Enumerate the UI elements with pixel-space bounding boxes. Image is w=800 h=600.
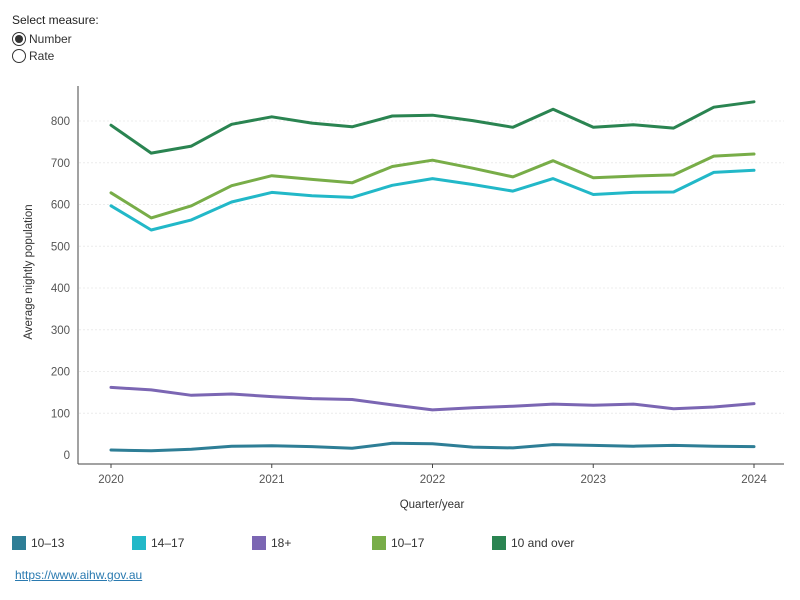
- y-tick-label: 300: [51, 325, 70, 337]
- series-line-3: [109, 152, 756, 220]
- legend: 10–13 14–17 18+ 10–17 10 and over: [12, 536, 792, 554]
- y-tick-label: 700: [51, 158, 70, 170]
- source-link[interactable]: https://www.aihw.gov.au: [15, 568, 143, 582]
- y-tick-label: 100: [51, 408, 70, 420]
- legend-label: 18+: [271, 536, 292, 550]
- x-tick-label: 2020: [98, 474, 124, 486]
- x-tick-label: 2021: [259, 474, 285, 486]
- x-tick-label: 2022: [420, 474, 446, 486]
- radio-number[interactable]: Number: [12, 30, 99, 47]
- x-tick-label: 2024: [741, 474, 767, 486]
- series-line-1: [109, 168, 756, 232]
- legend-item[interactable]: 14–17: [132, 536, 184, 550]
- radio-unselected-icon[interactable]: [12, 48, 26, 63]
- legend-label: 14–17: [151, 536, 185, 550]
- y-tick-label: 600: [51, 200, 70, 212]
- radio-selected-icon[interactable]: [12, 31, 26, 46]
- legend-label: 10–17: [391, 536, 425, 550]
- x-axis-title: Quarter/year: [400, 499, 465, 511]
- legend-label: 10–13: [31, 536, 65, 550]
- radio-rate[interactable]: Rate: [12, 47, 99, 64]
- legend-swatch: [132, 536, 146, 550]
- y-tick-label: 800: [51, 116, 70, 128]
- series-line-2: [109, 385, 756, 412]
- legend-item[interactable]: 18+: [252, 536, 291, 550]
- legend-label: 10 and over: [511, 536, 575, 550]
- legend-swatch: [252, 536, 266, 550]
- y-axis-title: Average nightly population: [23, 204, 35, 339]
- radio-rate-label: Rate: [29, 48, 55, 63]
- legend-item[interactable]: 10–13: [12, 536, 64, 550]
- y-tick-label: 200: [51, 367, 70, 379]
- legend-swatch: [12, 536, 26, 550]
- y-tick-label: 0: [64, 450, 70, 462]
- line-chart: 0 100 200 300 400 500 600 700 800 2020 2021 2022 202…: [23, 86, 784, 511]
- radio-number-label: Number: [29, 31, 72, 46]
- y-tick-label: 400: [51, 283, 70, 295]
- series-line-0: [109, 441, 756, 453]
- measure-title: Select measure:: [12, 13, 99, 27]
- legend-item[interactable]: 10 and over: [492, 536, 574, 550]
- series-line-4: [109, 100, 756, 155]
- legend-swatch: [492, 536, 506, 550]
- y-tick-label: 500: [51, 241, 70, 253]
- measure-selector: Select measure: Number Rate: [12, 13, 99, 64]
- x-tick-label: 2023: [580, 474, 606, 486]
- legend-swatch: [372, 536, 386, 550]
- legend-item[interactable]: 10–17: [372, 536, 424, 550]
